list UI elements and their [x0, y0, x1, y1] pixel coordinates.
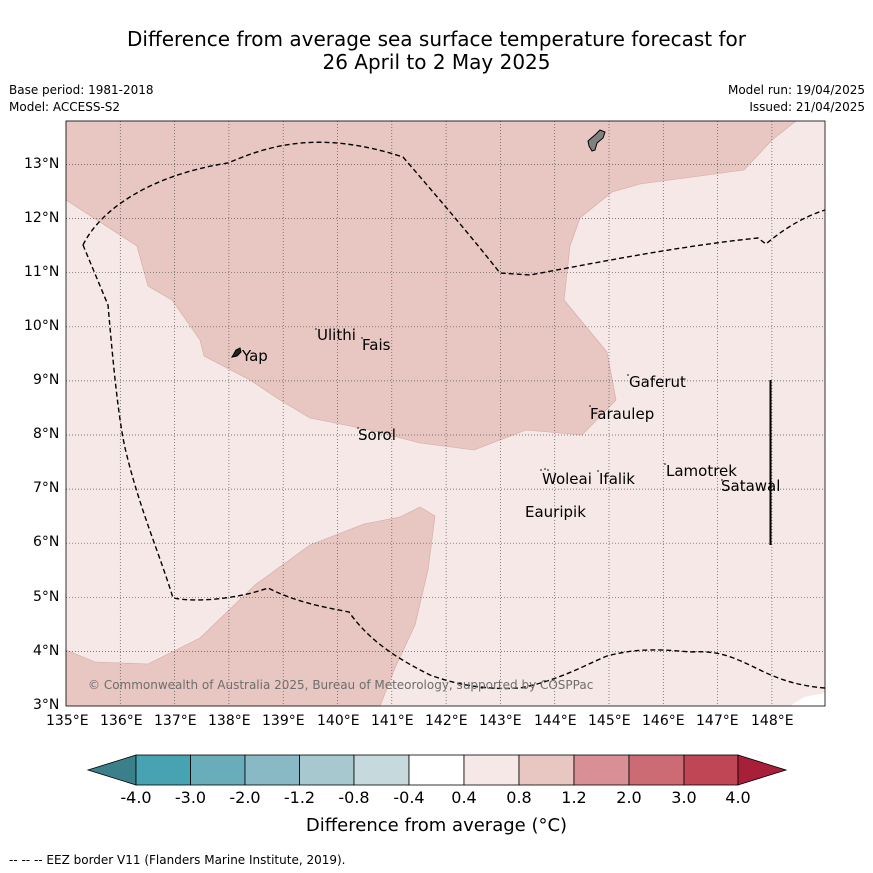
lat-tick-12: 12°N: [24, 210, 60, 226]
lon-tick-135: 135°E: [46, 713, 89, 729]
place-label-fais: Fais: [362, 336, 391, 354]
colorbar-cell-11: [683, 754, 739, 786]
lon-tick-137: 137°E: [154, 713, 197, 729]
colorbar-cell-10: [628, 754, 685, 786]
colorbar-label-10: 2.0: [616, 788, 642, 807]
colorbar-title: Difference from average (°C): [305, 815, 568, 836]
colorbar-cell-2: [190, 754, 246, 786]
colorbar-cell-8: [518, 754, 575, 786]
place-label-satawal: Satawal: [721, 477, 781, 495]
graticule: [66, 121, 825, 706]
colorbar-label-4: -1.2: [283, 788, 316, 807]
colorbar-labels: -4.0 -3.0 -2.0 -1.2 -0.8 -0.4 0.4 0.8 1.…: [0, 788, 873, 808]
faraulep-atoll-marker: [589, 405, 591, 407]
lon-tick-144: 144°E: [534, 713, 577, 729]
ulithi-atoll-marker: [315, 328, 317, 330]
place-label-woleai: Woleai: [542, 470, 592, 488]
place-label-lamotrek: Lamotrek: [666, 462, 737, 480]
place-label-sorol: Sorol: [358, 426, 396, 444]
gaferut-atoll-marker: [627, 374, 629, 376]
colorbar-extend-low: [86, 754, 137, 786]
colorbar-cell-1: [135, 754, 191, 786]
colorbar-label-11: 3.0: [671, 788, 697, 807]
lon-tick-145: 145°E: [588, 713, 631, 729]
lon-tick-147: 147°E: [696, 713, 739, 729]
lat-tick-4: 4°N: [33, 643, 60, 659]
colorbar-label-2: -3.0: [174, 788, 207, 807]
lat-tick-3: 3°N: [33, 697, 60, 713]
guam-island-icon: [587, 129, 606, 152]
place-label-yap: Yap: [242, 347, 268, 365]
colorbar-cell-6: [408, 754, 465, 786]
lamotrek-atoll-marker: [664, 463, 666, 465]
anomaly-region-southeast-corner: [790, 693, 825, 706]
colorbar-cell-9: [573, 754, 630, 786]
sorol-atoll-marker: [357, 427, 359, 429]
lon-tick-142: 142°E: [425, 713, 468, 729]
colorbar: [86, 754, 788, 786]
colorbar-label-9: 1.2: [561, 788, 587, 807]
copyright-notice: © Commonwealth of Australia 2025, Bureau…: [88, 678, 594, 692]
place-label-ulithi: Ulithi: [317, 326, 356, 344]
colorbar-label-12: 4.0: [725, 788, 751, 807]
colorbar-label-6: -0.4: [393, 788, 425, 807]
colorbar-cell-5: [353, 754, 410, 786]
title-line-2: 26 April to 2 May 2025: [322, 50, 551, 74]
lon-tick-140: 140°E: [317, 713, 360, 729]
eez-border-west-arc: [82, 244, 826, 690]
issued-date: Issued: 21/04/2025: [749, 100, 865, 114]
lat-tick-6: 6°N: [33, 534, 60, 550]
anomaly-region-north: [65, 120, 797, 451]
ifalik-atoll-marker: [597, 470, 599, 472]
colorbar-label-7: 0.4: [451, 788, 477, 807]
anomaly-region-southwest: [65, 506, 436, 707]
map-frame: [65, 120, 826, 707]
place-label-faraulep: Faraulep: [590, 405, 655, 423]
lat-tick-10: 10°N: [24, 318, 60, 334]
lon-tick-141: 141°E: [371, 713, 414, 729]
woleai-atoll-marker-3: [547, 469, 549, 471]
lon-tick-146: 146°E: [642, 713, 685, 729]
colorbar-label-3: -2.0: [229, 788, 261, 807]
lat-tick-5: 5°N: [33, 589, 60, 605]
place-label-gaferut: Gaferut: [629, 373, 686, 391]
model-run: Model run: 19/04/2025: [727, 83, 865, 97]
map-title: Difference from average sea surface temp…: [0, 28, 873, 74]
lon-tick-143: 143°E: [479, 713, 522, 729]
lat-tick-7: 7°N: [33, 480, 60, 496]
meta-right: Model run: 19/04/2025 Issued: 21/04/2025: [728, 82, 865, 116]
lon-tick-139: 139°E: [262, 713, 305, 729]
eez-borders: [82, 141, 826, 690]
place-label-ifalik: Ifalik: [599, 470, 635, 488]
colorbar-cell-7: [463, 754, 520, 786]
lon-tick-138: 138°E: [208, 713, 251, 729]
base-period: Base period: 1981-2018: [9, 83, 154, 97]
lat-tick-9: 9°N: [33, 372, 60, 388]
fais-atoll-marker: [361, 337, 363, 339]
meta-left: Base period: 1981-2018 Model: ACCESS-S2: [9, 82, 154, 116]
colorbar-label-5: -0.8: [338, 788, 370, 807]
woleai-atoll-marker-1: [540, 469, 542, 471]
woleai-atoll-marker-2: [544, 468, 546, 470]
place-label-eauripik: Eauripik: [525, 503, 586, 521]
colorbar-label-1: -4.0: [120, 788, 152, 807]
lat-tick-11: 11°N: [24, 264, 60, 280]
colorbar-cell-4: [299, 754, 355, 786]
model-name: Model: ACCESS-S2: [9, 100, 121, 114]
eez-border-west: [82, 141, 826, 276]
title-line-1: Difference from average sea surface temp…: [126, 27, 746, 51]
lat-tick-13: 13°N: [24, 156, 60, 172]
colorbar-extend-high: [737, 754, 788, 786]
yap-island-icon: [231, 347, 242, 358]
colorbar-cell-3: [244, 754, 300, 786]
lon-tick-136: 136°E: [100, 713, 143, 729]
lon-tick-148: 148°E: [751, 713, 794, 729]
eez-footnote: -- -- -- EEZ border V11 (Flanders Marine…: [9, 853, 346, 867]
satawal-atoll-marker: [721, 479, 723, 481]
lat-tick-8: 8°N: [33, 426, 60, 442]
colorbar-label-8: 0.8: [506, 788, 532, 807]
